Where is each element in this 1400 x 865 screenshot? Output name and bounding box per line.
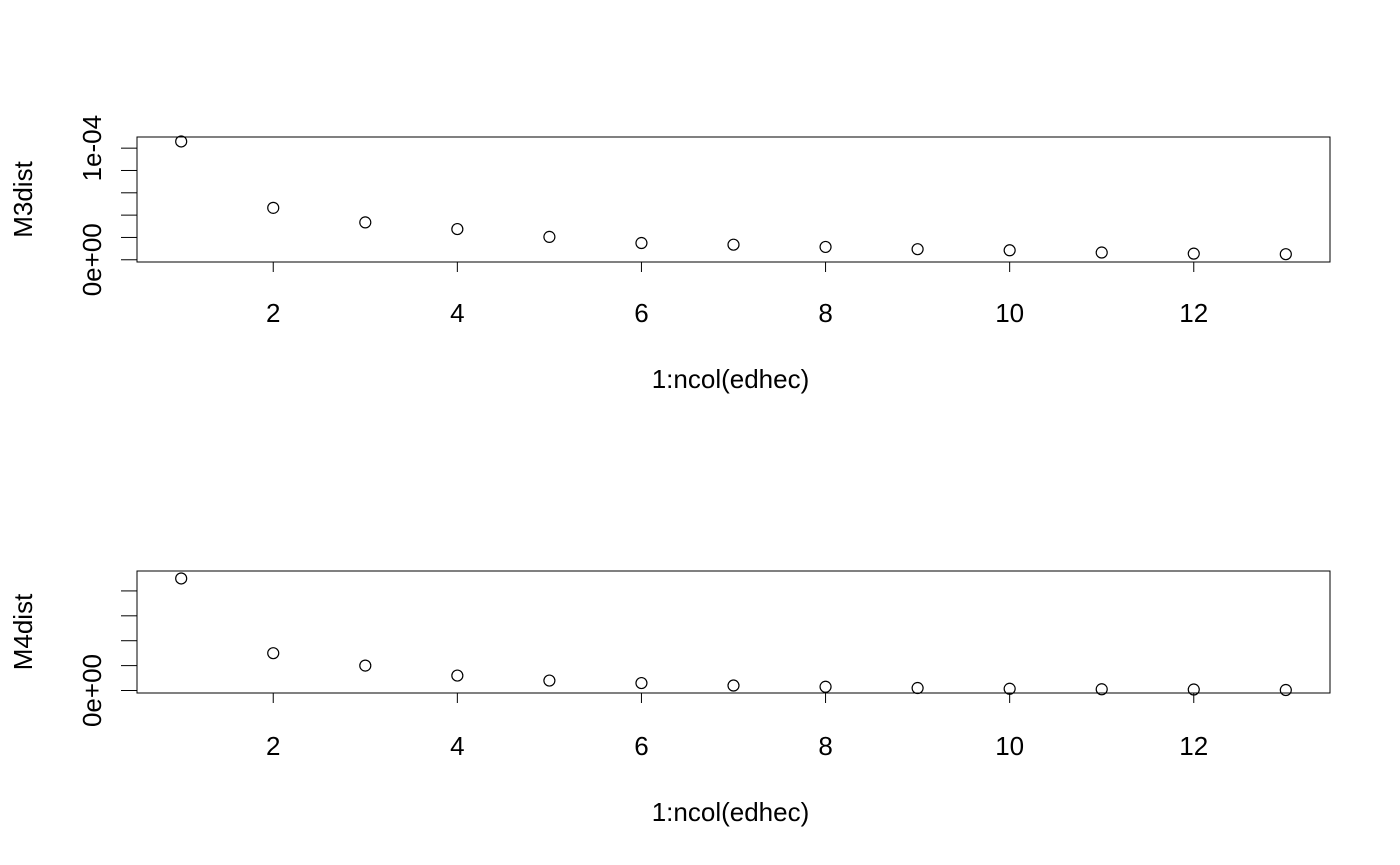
x-axis-title: 1:ncol(edhec): [652, 797, 810, 827]
x-tick-label: 2: [266, 298, 280, 328]
data-point: [1003, 244, 1016, 257]
data-point: [359, 216, 372, 229]
x-tick-label: 4: [450, 298, 464, 328]
data-point: [451, 222, 464, 236]
data-point: [267, 647, 280, 660]
y-axis-title: M4dist: [8, 593, 38, 670]
data-point: [359, 659, 372, 672]
plot-frame: [136, 570, 1331, 694]
x-tick-label: 4: [450, 731, 464, 761]
x-tick-label: 10: [995, 731, 1024, 761]
data-point: [911, 681, 924, 695]
data-point: [1187, 683, 1200, 696]
x-tick-label: 12: [1179, 298, 1208, 328]
data-point: [635, 236, 648, 250]
data-point: [267, 201, 280, 214]
data-point: [175, 572, 188, 585]
data-point: [1095, 683, 1108, 696]
x-tick-label: 8: [818, 298, 832, 328]
x-tick-label: 10: [995, 298, 1024, 328]
y-tick-label: 0e+00: [77, 654, 107, 727]
y-tick-label: 0e+00: [77, 223, 107, 296]
data-point: [175, 135, 188, 148]
data-point: [1095, 246, 1108, 259]
chart-panel-1: 2 4 6 8 10 12 0e+00 1e-04 1:ncol(edhec) M3dist: [8, 115, 1331, 394]
data-point: [543, 230, 556, 243]
data-point: [451, 669, 464, 682]
x-tick-label: 6: [634, 298, 648, 328]
x-tick-label: 8: [818, 731, 832, 761]
y-tick-label: 1e-04: [77, 115, 107, 182]
data-point: [911, 243, 924, 256]
data-point: [1279, 683, 1292, 697]
x-tick-label: 6: [634, 731, 648, 761]
data-point: [635, 676, 648, 690]
data-point: [727, 238, 740, 251]
y-axis-title: M3dist: [8, 160, 38, 237]
data-point: [543, 674, 556, 687]
plot-frame: [136, 136, 1331, 263]
data-point: [819, 680, 832, 693]
x-tick-label: 2: [266, 731, 280, 761]
data-point: [819, 240, 832, 254]
x-tick-label: 12: [1179, 731, 1208, 761]
data-point: [1279, 248, 1292, 261]
x-axis-title: 1:ncol(edhec): [652, 364, 810, 394]
data-point: [1003, 682, 1016, 695]
data-point: [1187, 247, 1200, 260]
chart-panel-2: 2 4 6 8 10 12 0e+00 1:ncol(edhec) M4dist: [8, 570, 1331, 827]
data-point: [727, 679, 740, 692]
